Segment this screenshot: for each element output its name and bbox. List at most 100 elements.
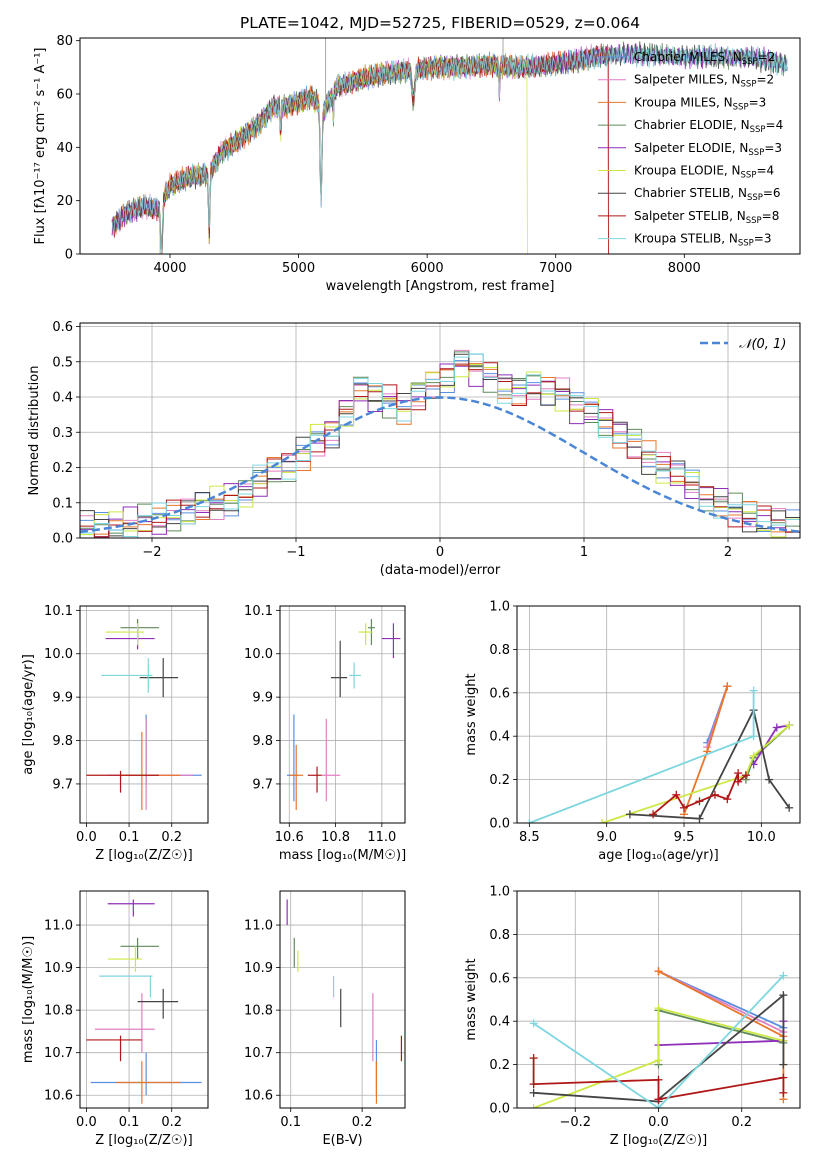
- axes-frame: [79, 37, 801, 255]
- legend-entry-subscript: SSP: [741, 80, 757, 90]
- y-tick-label: 9.9: [252, 691, 273, 706]
- x-tick-label: −0.2: [559, 1115, 591, 1130]
- plot-area: [286, 619, 401, 810]
- y-tick-label: 0.5: [52, 355, 73, 370]
- weight-line: [683, 686, 729, 815]
- axes-frame: [79, 890, 209, 1109]
- x-tick-label: 8000: [668, 261, 701, 276]
- y-tick-label: 0.8: [489, 928, 510, 943]
- x-axis-label: wavelength [Angstrom, rest frame]: [326, 279, 555, 294]
- x-tick-label: 8.5: [519, 830, 540, 845]
- x-tick-label: −2: [142, 545, 161, 560]
- x-tick-label: 9.5: [674, 830, 695, 845]
- weight-vs-z-panel: −0.2 0.0 0.2 0.0 0.2 0.4 0.6 0.8 1.0 Z [log₁₀(Z/Z…: [464, 885, 801, 1148]
- y-tick-label: 10.1: [44, 604, 73, 619]
- y-tick-label: 0.8: [489, 643, 510, 658]
- y-tick-label: 10.7: [244, 1046, 273, 1061]
- y-tick-label: 1.0: [489, 885, 510, 900]
- x-axis-label: Z [log₁₀(Z/Z☉)]: [95, 848, 192, 863]
- x-tick-label: 0.2: [161, 1115, 182, 1130]
- y-tick-label: 0.0: [489, 1102, 510, 1117]
- y-tick-label: 9.7: [252, 777, 273, 792]
- histogram-step-line: [80, 353, 800, 538]
- legend-entry-name: Kroupa STELIB, N: [634, 232, 738, 246]
- axes-frame: [279, 605, 406, 824]
- axes-frame: [79, 322, 801, 539]
- legend-entry-name: Salpeter STELIB, N: [634, 209, 746, 223]
- legend-entry-name: Kroupa ELODIE, N: [634, 164, 741, 178]
- legend-entry-count: =8: [762, 209, 780, 223]
- y-tick-label: 9.8: [252, 734, 273, 749]
- y-tick-label: 0: [65, 248, 73, 263]
- spectrum-panel: 4000 5000 6000 7000 8000 0 20 40 60 80 wavelength …: [33, 34, 801, 294]
- x-axis-label: mass [log₁₀(M/M☉)]: [279, 848, 406, 863]
- x-tick-label: 10.0: [747, 830, 776, 845]
- figure-title: PLATE=1042, MJD=52725, FIBERID=0529, z=0…: [240, 14, 640, 32]
- legend-entry-subscript: SSP: [746, 216, 762, 226]
- x-tick-label: 10.6: [275, 830, 304, 845]
- weight-line: [629, 707, 790, 820]
- legend-entry: Chabrier MILES, NSSP=2: [634, 50, 775, 67]
- x-tick-label: 10.8: [321, 830, 350, 845]
- legend-entry: Chabrier ELODIE, NSSP=4: [634, 118, 783, 135]
- y-tick-label: 0.2: [489, 1058, 510, 1073]
- legend-entry-name: Kroupa MILES, N: [634, 95, 733, 109]
- x-tick-label: 0.1: [280, 1115, 301, 1130]
- y-axis-label: mass weight: [464, 958, 479, 1040]
- y-tick-label: 0.2: [52, 461, 73, 476]
- x-tick-label: 1: [580, 545, 588, 560]
- y-tick-label: 0.4: [489, 730, 510, 745]
- x-axis-label: E(B-V): [322, 1133, 362, 1148]
- y-tick-label: 10.6: [44, 1089, 73, 1104]
- legend-entry-count: =6: [763, 186, 781, 200]
- legend-entry-subscript: SSP: [742, 57, 758, 67]
- x-tick-label: 2: [724, 545, 732, 560]
- plot-area: [286, 899, 403, 1104]
- model-spectrum-line: [111, 43, 788, 254]
- legend-entry-count: =2: [758, 50, 776, 64]
- normal-curve-line: [80, 396, 800, 534]
- axes-frame: [79, 605, 209, 824]
- y-tick-label: 0.0: [489, 817, 510, 832]
- legend-entry-name: Chabrier MILES, N: [634, 50, 742, 64]
- legend-entry-name: Chabrier STELIB, N: [634, 186, 747, 200]
- y-axis-label: Normed distribution: [27, 366, 42, 496]
- legend-entry-subscript: SSP: [747, 193, 763, 203]
- y-tick-label: 0.1: [52, 496, 73, 511]
- plot-area: [86, 899, 202, 1104]
- y-tick-label: 0.4: [489, 1015, 510, 1030]
- x-tick-label: −1: [286, 545, 305, 560]
- plot-area: [525, 682, 794, 823]
- y-axis-label: Flux [fλ10⁻¹⁷ erg cm⁻² s⁻¹ A⁻¹]: [33, 48, 48, 245]
- legend-entry-count: =4: [756, 164, 774, 178]
- legend-entry: Salpeter MILES, NSSP=2: [634, 73, 774, 90]
- x-tick-label: 5000: [282, 261, 315, 276]
- x-tick-label: 0.0: [76, 1115, 97, 1130]
- y-tick-label: 40: [56, 141, 73, 156]
- y-tick-label: 80: [56, 34, 73, 49]
- weight-line: [533, 1007, 784, 1108]
- x-tick-label: 0.0: [648, 1115, 669, 1130]
- legend-entry-subscript: SSP: [750, 125, 766, 135]
- x-axis-label: Z [log₁₀(Z/Z☉)]: [95, 1133, 192, 1148]
- x-tick-label: 7000: [539, 261, 572, 276]
- y-tick-label: 11.0: [44, 919, 73, 934]
- y-tick-label: 10.0: [44, 647, 73, 662]
- plot-area: [86, 619, 202, 810]
- plot-area: [111, 38, 788, 254]
- legend-entry-count: =4: [766, 118, 784, 132]
- weight-line: [601, 724, 790, 823]
- legend-entry: Kroupa ELODIE, NSSP=4: [634, 164, 774, 181]
- histogram-step-line: [80, 353, 800, 538]
- legend-entry: Kroupa STELIB, NSSP=3: [634, 232, 772, 249]
- y-tick-label: 10.9: [244, 961, 273, 976]
- x-axis-label: Z [log₁₀(Z/Z☉)]: [610, 1133, 707, 1148]
- y-axis-label: mass [log₁₀(M/M☉)]: [21, 936, 36, 1063]
- legend-entry-count: =3: [754, 232, 772, 246]
- axes-frame: [516, 605, 801, 824]
- y-tick-label: 9.9: [52, 691, 73, 706]
- legend-entry: Salpeter ELODIE, NSSP=3: [634, 141, 782, 158]
- y-tick-label: 0.6: [52, 320, 73, 335]
- y-tick-label: 0.3: [52, 426, 73, 441]
- age-vs-mass-panel: 10.6 10.8 11.0 9.7 9.8 9.9 10.0 10.1 mass [log₁₀…: [244, 604, 406, 863]
